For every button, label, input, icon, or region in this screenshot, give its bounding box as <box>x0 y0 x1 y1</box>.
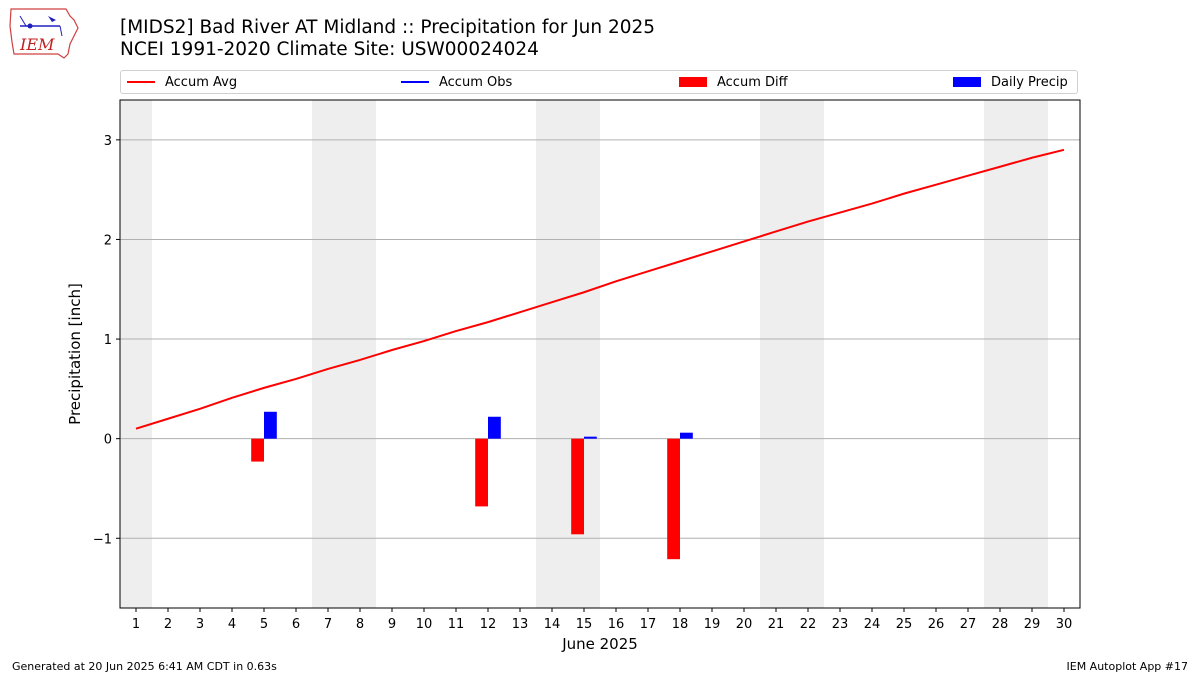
y-axis-label: Precipitation [inch] <box>66 283 84 425</box>
iem-logo: IEM <box>9 8 79 59</box>
x-tick-label: 9 <box>388 617 396 632</box>
x-tick-label: 15 <box>576 617 593 632</box>
legend-swatch-daily-precip <box>953 77 981 87</box>
accum-diff-bar-day-5 <box>251 438 264 462</box>
footer-generated: Generated at 20 Jun 2025 6:41 AM CDT in … <box>12 660 277 673</box>
y-tick-label: 0 <box>104 433 112 448</box>
legend-item-accum-avg: Accum Avg <box>127 71 237 93</box>
x-tick-label: 13 <box>512 617 529 632</box>
y-tick-label: 1 <box>104 333 112 348</box>
x-tick-label: 8 <box>356 617 364 632</box>
x-tick-label: 6 <box>292 617 300 632</box>
daily-precip-bar-day-15 <box>584 436 597 439</box>
x-tick-label: 5 <box>260 617 268 632</box>
x-tick-label: 22 <box>800 617 817 632</box>
weekend-shade-0 <box>120 100 152 608</box>
legend-swatch-accum-obs <box>401 81 429 83</box>
logo-text: IEM <box>19 35 55 54</box>
x-tick-label: 18 <box>672 617 689 632</box>
legend-label-daily-precip: Daily Precip <box>991 74 1068 90</box>
weekend-shade-4 <box>984 100 1048 608</box>
x-tick-label: 2 <box>164 617 172 632</box>
weekend-shade-2 <box>536 100 600 608</box>
gridlines <box>120 139 1080 539</box>
weekend-shade-1 <box>312 100 376 608</box>
x-tick-label: 10 <box>416 617 433 632</box>
daily-precip-bar-day-18 <box>680 432 693 439</box>
accum-diff-bar-day-15 <box>571 438 584 535</box>
x-tick-label: 29 <box>1024 617 1041 632</box>
x-tick-label: 21 <box>768 617 785 632</box>
legend: Accum Avg Accum Obs Accum Diff Daily Pre… <box>120 70 1078 94</box>
x-tick-label: 3 <box>196 617 204 632</box>
y-tick-label: 2 <box>104 233 112 248</box>
daily-precip-bar-day-12 <box>488 416 501 439</box>
daily-precip-bar-day-5 <box>264 411 277 439</box>
x-tick-label: 14 <box>544 617 561 632</box>
legend-label-accum-avg: Accum Avg <box>165 74 238 90</box>
x-axis: 1 2 3 4 5 6 7 8 9 10 11 12 13 14 15 16 17 18 19 20 21 22 23 24 2… <box>132 608 1072 632</box>
legend-label-accum-diff: Accum Diff <box>717 74 788 90</box>
x-tick-label: 30 <box>1056 617 1073 632</box>
iowa-outline-icon <box>9 8 79 59</box>
bars <box>251 411 693 560</box>
x-axis-label: June 2025 <box>561 635 638 653</box>
weekend-shade-3 <box>760 100 824 608</box>
x-tick-label: 25 <box>896 617 913 632</box>
footer-app: IEM Autoplot App #17 <box>1066 660 1189 673</box>
x-tick-label: 17 <box>640 617 657 632</box>
x-tick-label: 19 <box>704 617 721 632</box>
x-tick-label: 4 <box>228 617 236 632</box>
accum-lines <box>135 148 1065 430</box>
legend-label-accum-obs: Accum Obs <box>439 74 513 90</box>
x-tick-label: 27 <box>960 617 977 632</box>
chart-title: [MIDS2] Bad River AT Midland :: Precipit… <box>120 17 656 38</box>
legend-swatch-accum-diff <box>679 77 707 87</box>
accum-diff-bar-day-18 <box>667 438 680 560</box>
x-tick-label: 26 <box>928 617 945 632</box>
legend-item-accum-obs: Accum Obs <box>401 71 512 93</box>
x-tick-label: 20 <box>736 617 753 632</box>
legend-swatch-accum-avg <box>127 81 155 83</box>
plot-frame <box>119 99 1081 609</box>
y-tick-label: 3 <box>104 134 112 149</box>
x-tick-label: 11 <box>448 617 465 632</box>
accum-avg-line <box>135 148 1065 430</box>
accum-diff-bar-day-12 <box>475 438 488 507</box>
x-tick-label: 28 <box>992 617 1009 632</box>
x-tick-label: 24 <box>864 617 881 632</box>
weekend-shading <box>120 100 1048 608</box>
legend-item-daily-precip: Daily Precip <box>953 71 1068 93</box>
chart-subtitle: NCEI 1991-2020 Climate Site: USW00024024 <box>120 39 539 60</box>
legend-item-accum-diff: Accum Diff <box>679 71 788 93</box>
y-axis: −1 0 1 2 3 <box>93 134 120 547</box>
x-tick-label: 1 <box>132 617 140 632</box>
x-tick-label: 7 <box>324 617 332 632</box>
y-tick-label: −1 <box>93 532 112 547</box>
x-tick-label: 16 <box>608 617 625 632</box>
x-tick-label: 23 <box>832 617 849 632</box>
x-tick-label: 12 <box>480 617 497 632</box>
